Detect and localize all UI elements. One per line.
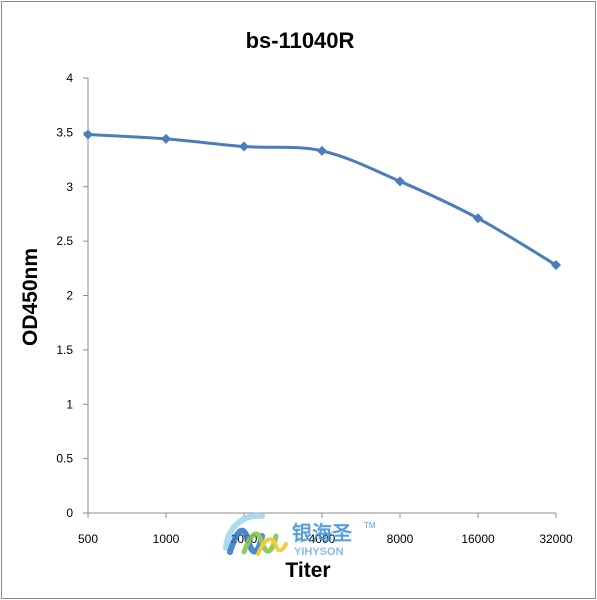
chart-title: bs-11040R xyxy=(246,28,355,53)
watermark-en: YIHYSON xyxy=(294,546,344,558)
x-tick-label: 500 xyxy=(78,532,98,546)
y-tick-label: 1 xyxy=(66,397,73,411)
yihyson-logo xyxy=(223,512,288,556)
x-ticks-group: 500 1000 2000 4000 8000 16000 32000 xyxy=(78,513,573,546)
data-point-marker xyxy=(317,145,327,156)
y-tick-label: 0.5 xyxy=(56,452,73,466)
y-tick-label: 0 xyxy=(66,506,73,520)
data-point-marker xyxy=(551,260,561,271)
y-tick-label: 2.5 xyxy=(56,234,73,248)
watermark-tm: TM xyxy=(364,521,376,530)
x-tick-label: 16000 xyxy=(461,532,495,546)
data-point-marker xyxy=(395,176,405,187)
data-point-marker xyxy=(473,213,483,224)
data-point-marker xyxy=(161,133,171,144)
logo-wave-yellow xyxy=(256,537,288,556)
x-tick-label: 8000 xyxy=(387,532,414,546)
y-tick-label: 1.5 xyxy=(56,343,73,357)
x-tick-label: 32000 xyxy=(539,532,573,546)
data-point-marker xyxy=(239,141,249,152)
x-axis-label: Titer xyxy=(285,559,330,582)
y-tick-label: 2 xyxy=(66,289,73,303)
x-tick-label: 4000 xyxy=(309,532,336,546)
watermark: 银海圣 TM YIHYSON xyxy=(223,512,376,558)
y-tick-label: 3 xyxy=(66,180,73,194)
series-markers xyxy=(83,129,561,271)
x-tick-label: 1000 xyxy=(153,532,180,546)
logo-wave-green xyxy=(241,531,279,555)
y-axis-label: OD450nm xyxy=(19,248,42,346)
y-tick-label: 4 xyxy=(66,71,73,85)
y-ticks-group: 0 0.5 1 1.5 2 2.5 3 3.5 4 xyxy=(56,71,88,520)
watermark-cn: 银海圣 xyxy=(292,521,353,545)
data-point-marker xyxy=(83,129,93,140)
logo-arc-outer xyxy=(223,512,265,551)
y-tick-label: 3.5 xyxy=(56,125,73,139)
